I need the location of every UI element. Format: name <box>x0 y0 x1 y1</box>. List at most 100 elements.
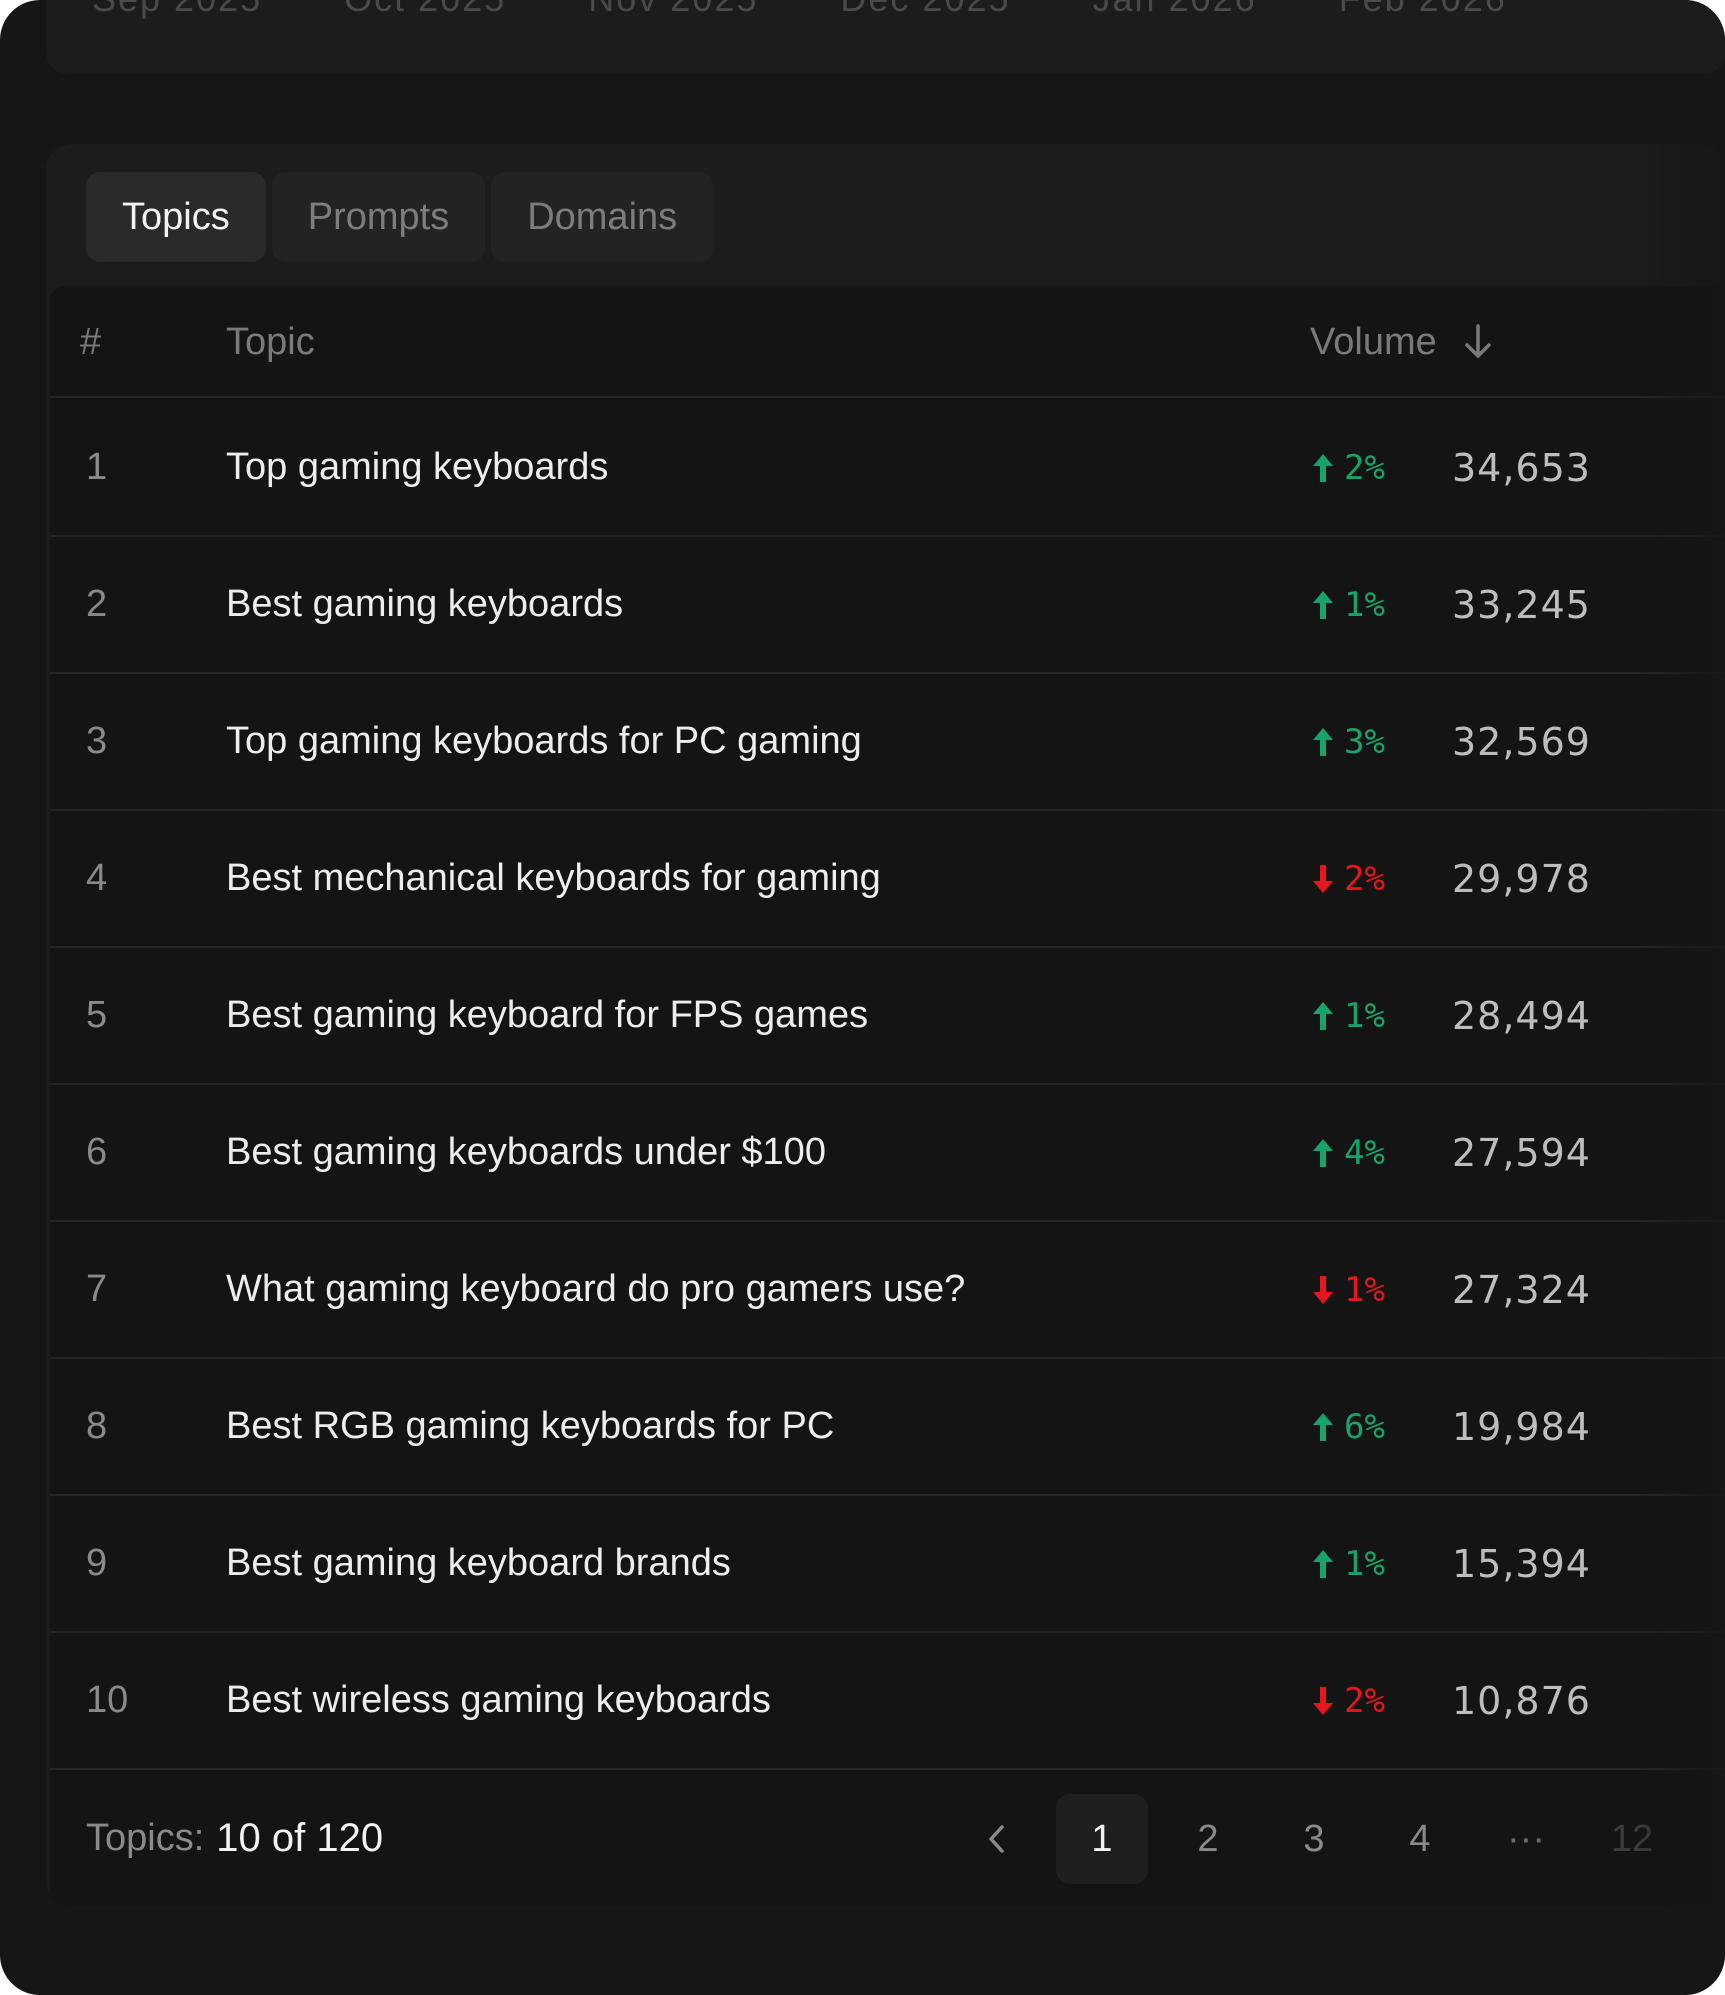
row-change-value: 2% <box>1344 858 1385 899</box>
arrow-up-icon <box>1313 1138 1333 1167</box>
row-index: 10 <box>86 1679 129 1721</box>
column-header-index: # <box>80 320 102 363</box>
row-topic: Best mechanical keyboards for gaming <box>226 857 881 899</box>
arrow-up-icon <box>1313 453 1333 482</box>
row-volume: 28,494 <box>1452 993 1591 1038</box>
row-change-value: 1% <box>1344 995 1385 1036</box>
chart-x-label: Sep 2025 <box>92 0 262 20</box>
row-change: 6% <box>1312 1359 1385 1494</box>
arrow-down-icon <box>1313 1275 1333 1304</box>
row-volume: 32,569 <box>1452 719 1591 764</box>
column-header-volume[interactable]: Volume <box>1310 286 1493 398</box>
topics-count-label: Topics: 10 of 120 <box>86 1770 383 1906</box>
tab-domains[interactable]: Domains <box>491 172 714 262</box>
tab-topics[interactable]: Topics <box>86 172 266 262</box>
row-topic: Best gaming keyboard brands <box>226 1542 731 1584</box>
row-volume: 27,594 <box>1452 1130 1591 1175</box>
row-change: 4% <box>1312 1085 1385 1220</box>
row-index: 4 <box>86 857 108 899</box>
tab-prompts[interactable]: Prompts <box>271 172 486 262</box>
table-row[interactable]: 9 Best gaming keyboard brands 1% 15,394 <box>50 1496 1725 1633</box>
arrow-down-icon <box>1313 864 1333 893</box>
topics-table: # Topic Volume 1 Top gaming keyboards 2% 34… <box>50 286 1725 1906</box>
chart-x-label: Nov 2025 <box>588 0 758 20</box>
table-row[interactable]: 2 Best gaming keyboards 1% 33,245 <box>50 537 1725 674</box>
table-row[interactable]: 8 Best RGB gaming keyboards for PC 6% 19,98… <box>50 1359 1725 1496</box>
row-change-value: 1% <box>1344 584 1385 625</box>
row-volume: 10,876 <box>1452 1678 1591 1723</box>
row-index: 3 <box>86 720 108 762</box>
row-change-value: 1% <box>1344 1269 1385 1310</box>
row-topic: Top gaming keyboards for PC gaming <box>226 720 862 762</box>
row-change-value: 2% <box>1344 1680 1385 1721</box>
arrow-down-icon[interactable] <box>1463 322 1493 362</box>
arrow-down-icon <box>1313 1686 1333 1715</box>
arrow-up-icon <box>1313 727 1333 756</box>
row-volume: 34,653 <box>1452 445 1591 490</box>
table-row[interactable]: 1 Top gaming keyboards 2% 34,653 <box>50 400 1725 537</box>
column-header-volume-label: Volume <box>1310 320 1437 363</box>
page-button-3[interactable]: 3 <box>1303 1817 1325 1860</box>
table-row[interactable]: 10 Best wireless gaming keyboards 2% 10,876 <box>50 1633 1725 1770</box>
page-button-1[interactable]: 1 <box>1056 1794 1148 1884</box>
chart-x-label: Oct 2025 <box>344 0 506 20</box>
topics-card: Topics Prompts Domains # Topic Volume 1 T… <box>46 144 1725 1906</box>
row-change-value: 6% <box>1344 1406 1385 1447</box>
chevron-left-icon <box>989 1825 1004 1853</box>
row-volume: 33,245 <box>1452 582 1591 627</box>
tab-bar: Topics Prompts Domains <box>86 172 714 262</box>
row-change: 2% <box>1312 811 1385 946</box>
chart-x-axis-labels: Sep 2025 Oct 2025 Nov 2025 Dec 2025 Jan … <box>92 0 1577 20</box>
arrow-up-icon <box>1313 1549 1333 1578</box>
pagination: 1 2 3 4 ··· 12 <box>950 1794 1692 1884</box>
row-change-value: 1% <box>1344 1543 1385 1584</box>
page-button-2[interactable]: 2 <box>1197 1817 1219 1860</box>
row-index: 1 <box>86 446 108 488</box>
table-row[interactable]: 3 Top gaming keyboards for PC gaming 3% 32,… <box>50 674 1725 811</box>
page-button-4[interactable]: 4 <box>1409 1817 1431 1860</box>
table-row[interactable]: 5 Best gaming keyboard for FPS games 1% 28,… <box>50 948 1725 1085</box>
row-change: 3% <box>1312 674 1385 809</box>
row-topic: Best gaming keyboards under $100 <box>226 1131 826 1173</box>
row-change: 1% <box>1312 948 1385 1083</box>
row-volume: 15,394 <box>1452 1541 1591 1586</box>
page-button-last[interactable]: 12 <box>1610 1817 1654 1860</box>
row-topic: What gaming keyboard do pro gamers use? <box>226 1268 966 1310</box>
row-volume: 19,984 <box>1452 1404 1591 1449</box>
row-index: 8 <box>86 1405 108 1447</box>
row-change: 2% <box>1312 400 1385 535</box>
arrow-up-icon <box>1313 590 1333 619</box>
row-change-value: 2% <box>1344 447 1385 488</box>
topics-count-value: 10 of 120 <box>216 1815 384 1860</box>
table-row[interactable]: 7 What gaming keyboard do pro gamers use?… <box>50 1222 1725 1359</box>
row-topic: Best wireless gaming keyboards <box>226 1679 771 1721</box>
topics-count-prefix: Topics: <box>86 1816 205 1859</box>
row-index: 7 <box>86 1268 108 1310</box>
column-header-topic: Topic <box>226 320 315 363</box>
row-index: 5 <box>86 994 108 1036</box>
row-topic: Best gaming keyboard for FPS games <box>226 994 869 1036</box>
chart-x-label: Feb 2026 <box>1339 0 1507 20</box>
arrow-up-icon <box>1313 1001 1333 1030</box>
row-topic: Best gaming keyboards <box>226 583 624 625</box>
prev-page-button[interactable] <box>950 1794 1042 1884</box>
table-row[interactable]: 6 Best gaming keyboards under $100 4% 27,59… <box>50 1085 1725 1222</box>
row-index: 6 <box>86 1131 108 1173</box>
row-change-value: 4% <box>1344 1132 1385 1173</box>
table-header: # Topic Volume <box>50 286 1725 398</box>
chart-x-label: Jan 2026 <box>1093 0 1257 20</box>
row-index: 2 <box>86 583 108 625</box>
row-change-value: 3% <box>1344 721 1385 762</box>
table-row[interactable]: 4 Best mechanical keyboards for gaming 2% 2… <box>50 811 1725 948</box>
row-index: 9 <box>86 1542 108 1584</box>
row-change: 1% <box>1312 537 1385 672</box>
row-change: 2% <box>1312 1633 1385 1768</box>
row-topic: Top gaming keyboards <box>226 446 609 488</box>
page-ellipsis: ··· <box>1507 1817 1545 1860</box>
row-change: 1% <box>1312 1496 1385 1631</box>
chart-x-label: Dec 2025 <box>840 0 1010 20</box>
row-change: 1% <box>1312 1222 1385 1357</box>
trend-chart-card: Sep 2025 Oct 2025 Nov 2025 Dec 2025 Jan … <box>46 0 1725 74</box>
row-topic: Best RGB gaming keyboards for PC <box>226 1405 835 1447</box>
